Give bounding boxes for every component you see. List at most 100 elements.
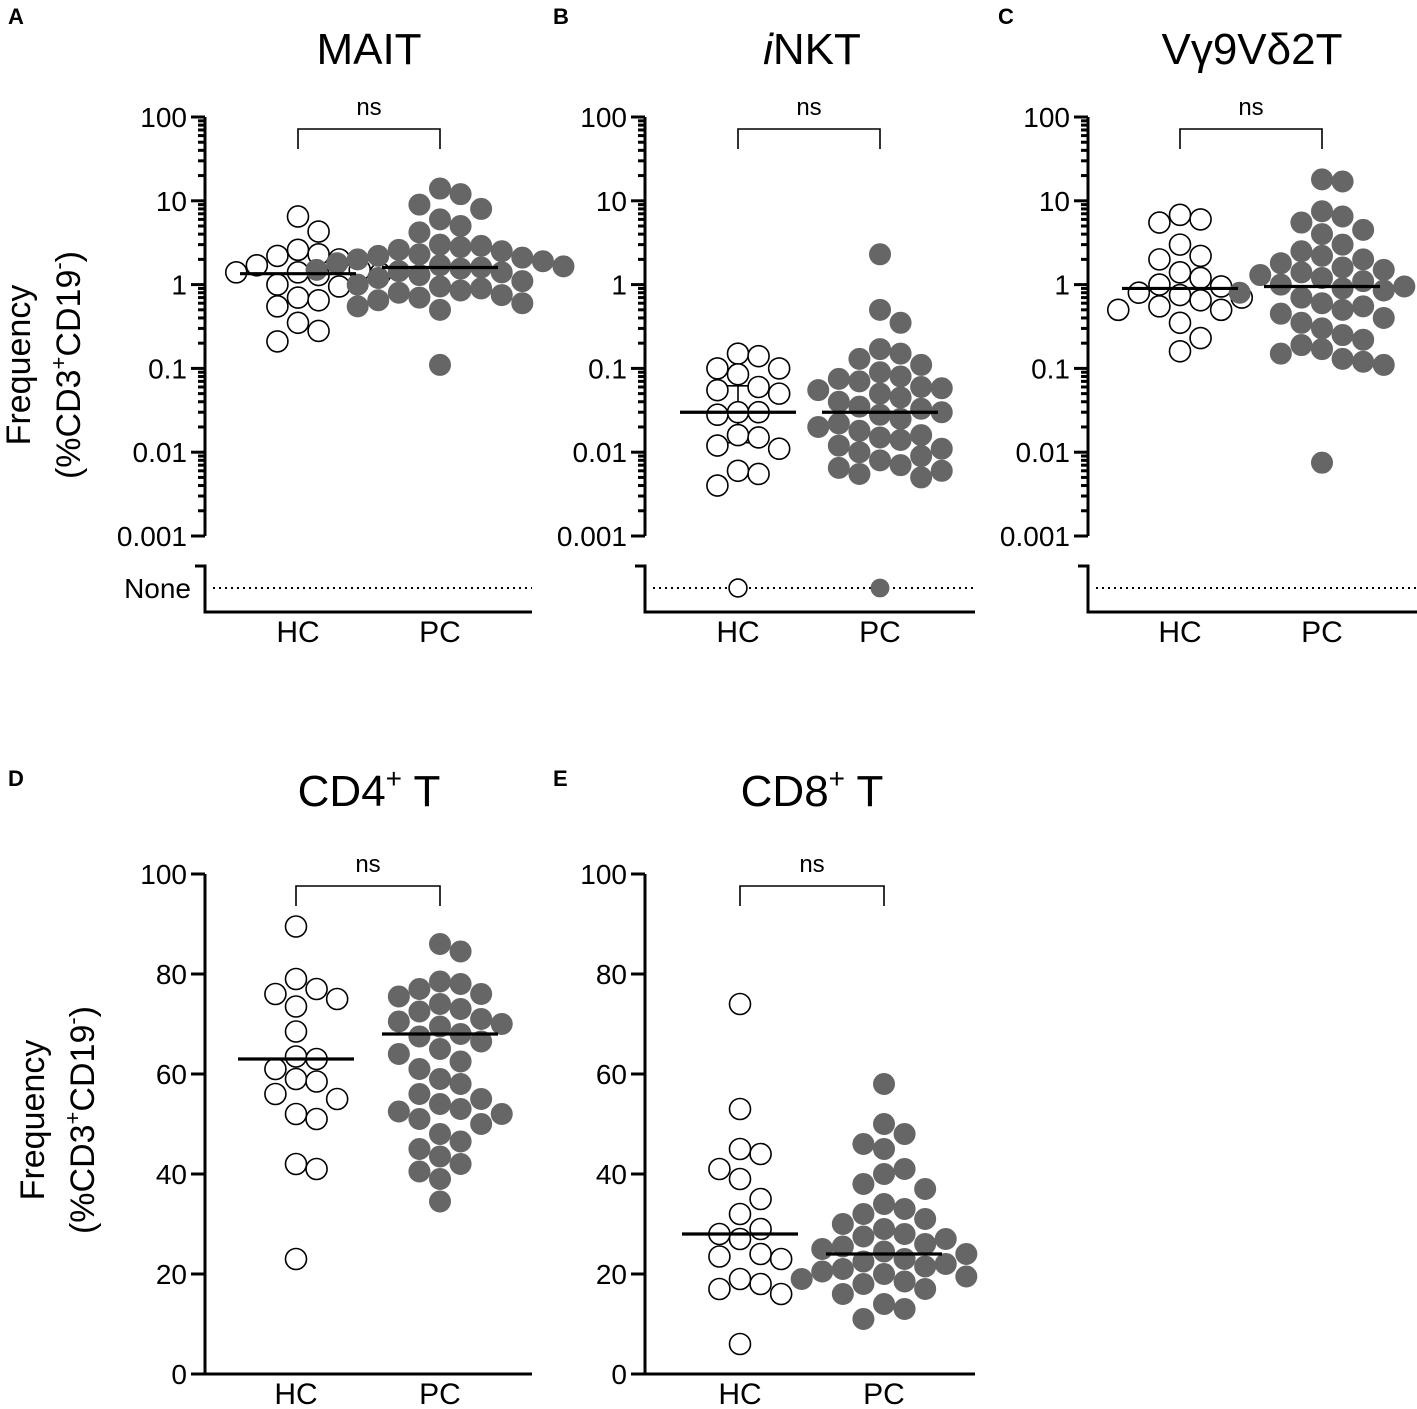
- data-point: [934, 1253, 957, 1275]
- data-point: [264, 1057, 287, 1081]
- data-point: [726, 363, 750, 386]
- data-point: [367, 244, 390, 267]
- y-axis-title-top: Frequency (%CD3+CD19-): [0, 251, 88, 479]
- data-point: [346, 295, 369, 318]
- data-point: [1372, 353, 1395, 376]
- data-point: [1148, 248, 1171, 271]
- data-point: [490, 284, 513, 307]
- y-tick-label: 0.1: [588, 353, 627, 384]
- y-tick-label: 0.01: [573, 437, 628, 468]
- x-axis-line: [635, 564, 975, 614]
- data-point: [346, 248, 369, 271]
- data-point: [873, 1218, 895, 1240]
- y-axis-title-mid: CD19: [64, 1025, 102, 1112]
- data-point: [873, 1073, 895, 1095]
- data-point: [408, 978, 431, 1000]
- data-point: [305, 977, 328, 1001]
- data-point: [1168, 261, 1192, 284]
- x-axis-line: [1078, 564, 1417, 614]
- series-hc: [1106, 203, 1254, 363]
- data-point: [387, 1043, 410, 1065]
- data-point: [326, 252, 349, 275]
- data-point: [429, 254, 451, 277]
- significance-label: ns: [1238, 94, 1263, 121]
- data-point: [914, 1278, 937, 1300]
- data-point: [930, 459, 953, 482]
- data-point: [749, 1142, 772, 1166]
- data-point: [889, 428, 912, 451]
- data-point: [1148, 273, 1171, 296]
- data-point: [869, 449, 891, 472]
- data-point: [387, 1100, 410, 1123]
- panel-title: MAIT: [316, 25, 421, 74]
- panel-title-sup: +: [386, 763, 402, 794]
- significance-bracket: [1179, 128, 1323, 149]
- data-point: [387, 281, 410, 304]
- x-category-label: HC: [274, 1378, 317, 1409]
- data-point: [408, 1083, 431, 1105]
- data-point: [889, 311, 912, 334]
- y-axis-title-sup1: +: [46, 357, 71, 370]
- data-point: [387, 260, 410, 283]
- data-point: [429, 1168, 451, 1190]
- data-point: [266, 273, 289, 296]
- data-point: [429, 177, 451, 200]
- panel-letter: B: [553, 4, 569, 29]
- data-point: [305, 1107, 328, 1131]
- data-point: [1269, 302, 1292, 325]
- data-point: [848, 370, 871, 393]
- data-point: [387, 238, 410, 261]
- data-point: [769, 1282, 793, 1306]
- data-point: [893, 1223, 916, 1245]
- data-point: [286, 205, 310, 228]
- data-point: [811, 1260, 834, 1283]
- panel-letter: E: [553, 766, 568, 791]
- data-point: [1189, 208, 1212, 231]
- data-point: [1311, 168, 1333, 191]
- significance-label: ns: [799, 851, 824, 878]
- data-point: [930, 377, 953, 400]
- data-point: [827, 434, 850, 457]
- panel-e: E CD8+ T 100 80 60 40 20 0 HC PC ns: [553, 763, 978, 1409]
- y-tick-label: 0: [611, 1359, 627, 1390]
- data-point: [728, 1137, 752, 1161]
- data-point: [807, 415, 830, 438]
- y-tick-label: 10: [596, 186, 627, 217]
- data-point: [1331, 233, 1354, 256]
- panel-a: A MAIT 100 10 1 0.1 0.01 0.001 None HC PC ns: [8, 4, 575, 649]
- data-point: [910, 375, 933, 398]
- data-point: [490, 1103, 513, 1125]
- x-category-label: HC: [718, 1378, 761, 1409]
- data-point: [873, 1163, 895, 1185]
- data-point: [1209, 298, 1233, 322]
- data-point: [408, 1058, 431, 1080]
- data-point: [1290, 240, 1313, 263]
- data-point: [1311, 292, 1333, 315]
- data-point: [408, 1025, 431, 1048]
- data-point: [408, 1108, 431, 1130]
- y-tick-label: 100: [580, 859, 627, 890]
- series-hc: [706, 342, 791, 598]
- data-point: [429, 275, 451, 298]
- x-category-label: HC: [276, 616, 319, 649]
- data-point: [873, 1263, 895, 1285]
- panel-letter: A: [8, 4, 24, 29]
- data-point: [490, 261, 513, 284]
- panel-title-main: Vγ9Vδ2T: [1161, 25, 1342, 74]
- panel-c: C Vγ9Vδ2T 100 10 1 0.1 0.01 0.001 HC PC ns: [998, 4, 1417, 649]
- series-pc: [305, 177, 575, 376]
- data-point: [831, 1258, 854, 1280]
- data-point: [910, 466, 933, 489]
- data-point: [1249, 264, 1272, 287]
- panel-letter: D: [8, 766, 24, 791]
- y-axis-title-mid: CD19: [50, 270, 88, 357]
- data-point: [831, 1283, 854, 1305]
- data-point: [1331, 277, 1354, 300]
- data-point: [449, 1153, 472, 1175]
- y-tick-label: 80: [596, 959, 627, 990]
- data-point: [1331, 256, 1354, 279]
- y-tick-label: 1: [611, 270, 627, 301]
- data-point: [1228, 281, 1251, 304]
- data-point: [1148, 211, 1171, 234]
